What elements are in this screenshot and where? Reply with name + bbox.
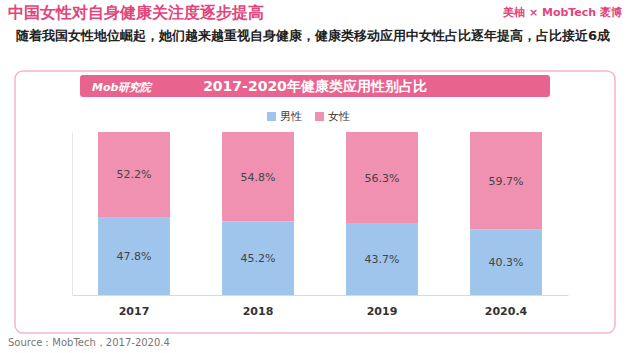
panel — [15, 71, 615, 333]
legend-swatch — [267, 112, 276, 121]
x-axis-line — [73, 295, 569, 296]
x-tick: 2019 — [367, 295, 398, 318]
y-axis-line — [72, 133, 73, 296]
brand: 美柚 × MobTech 袤博 — [503, 5, 622, 20]
data-label: 56.3% — [365, 172, 400, 185]
title-band — [80, 75, 550, 97]
headline: 中国女性对自身健康关注度逐步提高 — [8, 3, 264, 24]
chart-svg: Mob研究院 2017-2020年健康类应用性别占比 47.8% 45.2% 43.7%… — [0, 0, 630, 353]
data-label: 45.2% — [241, 252, 276, 265]
bar — [98, 217, 170, 295]
data-label: 40.3% — [489, 256, 524, 269]
legend-label: 女性 — [328, 110, 350, 123]
legend-label: 男性 — [280, 110, 302, 123]
x-tick: 2018 — [243, 295, 274, 318]
bars — [98, 132, 542, 295]
bar — [222, 132, 294, 221]
bar — [98, 132, 170, 217]
bar — [346, 224, 418, 295]
source: Source：MobTech，2017-2020.4 — [8, 337, 170, 348]
bar — [470, 132, 542, 229]
subtitle: 随着我国女性地位崛起，她们越来越重视自身健康，健康类移动应用中女性占比逐年提高，… — [16, 27, 616, 45]
bar — [222, 221, 294, 295]
legend: 男性 女性 — [267, 110, 350, 123]
y-axis — [72, 133, 73, 296]
x-tick: 2017 — [119, 295, 150, 318]
x-axis: 2017 2018 2019 2020.4 — [73, 295, 569, 318]
x-tick-label: 2018 — [243, 305, 274, 318]
data-label: 47.8% — [117, 250, 152, 263]
bar — [470, 229, 542, 295]
data-label: 54.8% — [241, 171, 276, 184]
data-label: 52.2% — [117, 168, 152, 181]
data-labels: 47.8% 45.2% 43.7% 40.3% 52.2% 54.8% 56.3% 59.7% — [117, 168, 524, 269]
legend-swatch — [315, 112, 324, 121]
data-label: 43.7% — [365, 253, 400, 266]
data-label: 59.7% — [489, 175, 524, 188]
x-tick-label: 2019 — [367, 305, 398, 318]
x-tick-label: 2020.4 — [485, 305, 528, 318]
x-tick: 2020.4 — [485, 295, 528, 318]
bar — [346, 132, 418, 224]
x-tick-label: 2017 — [119, 305, 150, 318]
chart-title: 2017-2020年健康类应用性别占比 — [203, 78, 427, 94]
publisher: Mob研究院 — [92, 81, 153, 94]
